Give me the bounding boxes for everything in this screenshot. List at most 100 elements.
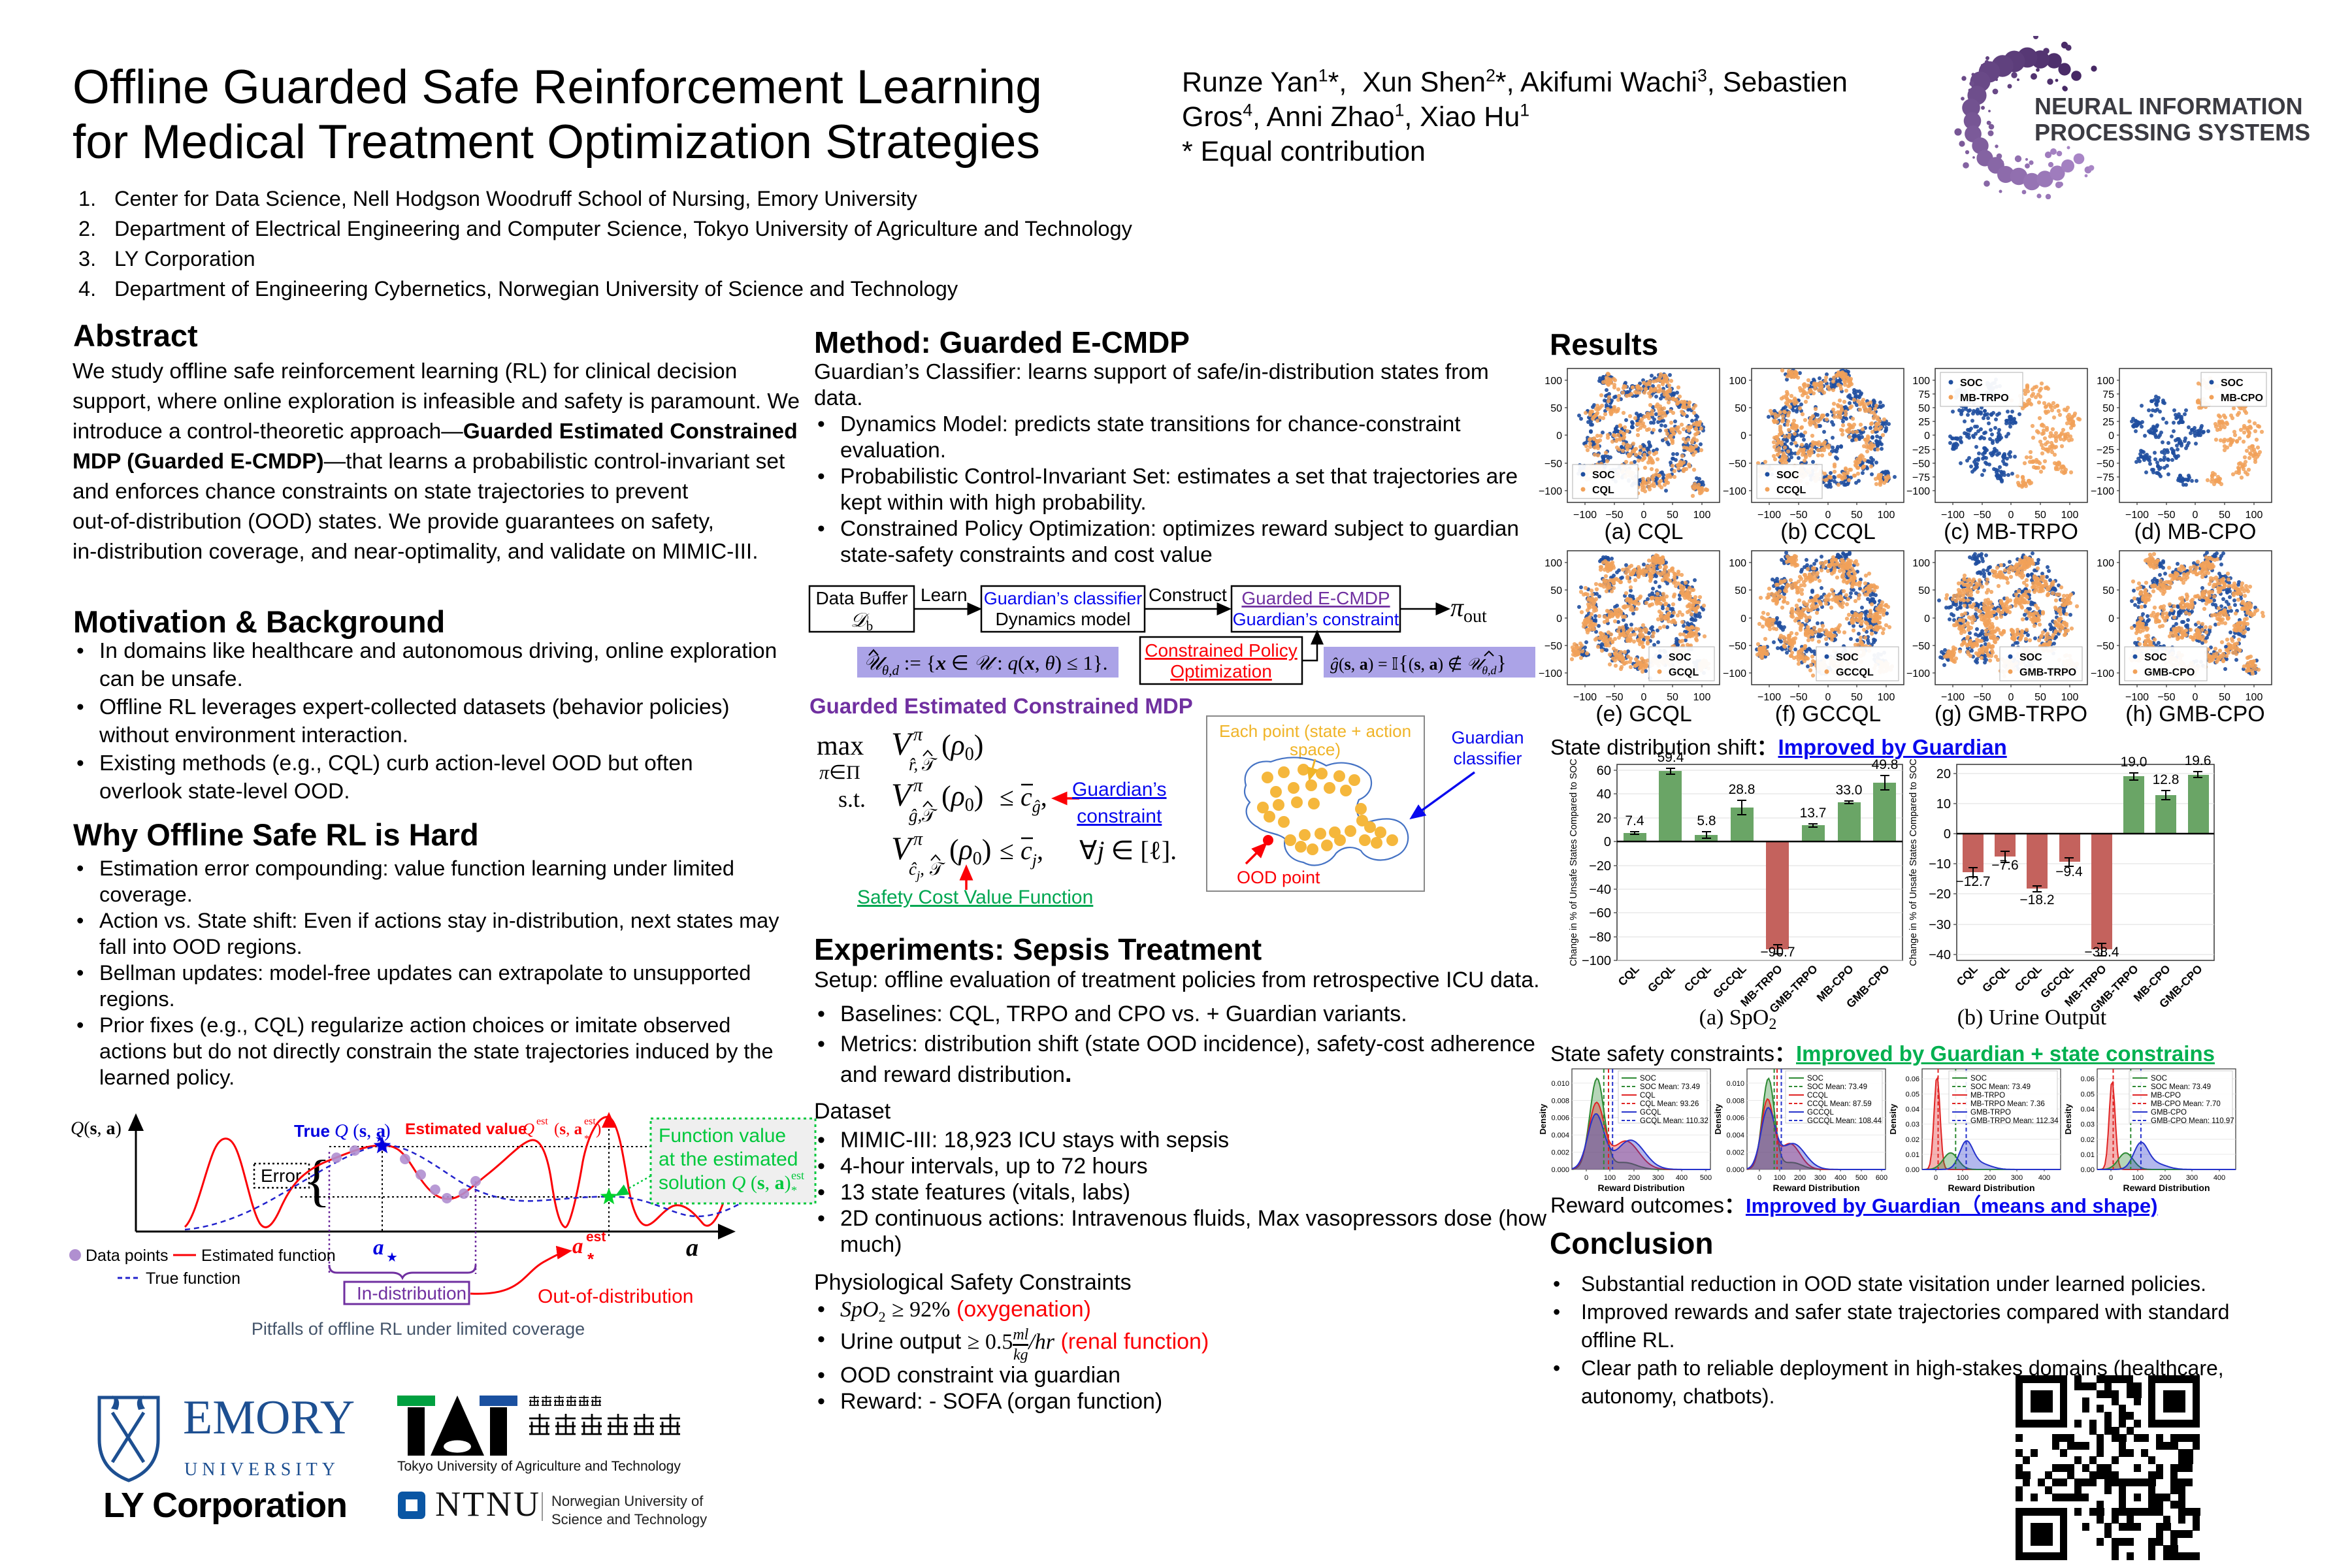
svg-text:Function value: Function value	[659, 1125, 786, 1147]
svg-text:50: 50	[2219, 510, 2230, 521]
svg-text:Q (s, a: Q (s, a	[335, 1120, 386, 1141]
svg-text:Constrained Policy: Constrained Policy	[1145, 640, 1297, 661]
svg-text:Estimated function: Estimated function	[201, 1247, 336, 1265]
svg-text:ĉj,: ĉj,	[909, 859, 924, 883]
svg-text:−75: −75	[1912, 472, 1930, 483]
svg-text:Data Buffer: Data Buffer	[815, 588, 907, 608]
svg-text:−50: −50	[1605, 510, 1623, 521]
svg-text:SOC: SOC	[1960, 378, 1983, 389]
svg-text:75: 75	[2102, 389, 2114, 400]
svg-text:25: 25	[1918, 417, 1930, 428]
svg-text:≤ cj,: ≤ cj,	[1000, 836, 1043, 870]
svg-text:50: 50	[1735, 585, 1746, 596]
svg-text:∀j ∈ [ℓ].: ∀j ∈ [ℓ].	[1079, 836, 1177, 865]
svg-text:Construct: Construct	[1149, 585, 1227, 605]
svg-text:MB-CPO: MB-CPO	[2221, 393, 2263, 404]
svg-text:0: 0	[1924, 431, 1930, 442]
svg-text:EMORY: EMORY	[183, 1391, 355, 1445]
svg-text:SOC: SOC	[2221, 378, 2244, 389]
svg-text:est: est	[536, 1116, 548, 1127]
svg-text:50: 50	[1667, 510, 1678, 521]
svg-text:50: 50	[2034, 510, 2046, 521]
svg-text:GCQL: GCQL	[1669, 667, 1699, 678]
svg-text:100: 100	[1878, 510, 1895, 521]
svg-text:*: *	[587, 1249, 595, 1269]
svg-text:SOC: SOC	[1669, 652, 1691, 663]
svg-text:space): space)	[1290, 740, 1341, 759]
svg-text:Pitfalls of offline RL under l: Pitfalls of offline RL under limited cov…	[252, 1319, 585, 1339]
svg-text:SOC: SOC	[1592, 470, 1615, 481]
svg-text:0: 0	[2193, 510, 2198, 521]
svg-text:Guardian’s constraint: Guardian’s constraint	[1233, 610, 1399, 629]
svg-text:Optimization: Optimization	[1170, 661, 1272, 681]
svg-text:−100: −100	[1573, 510, 1597, 521]
svg-text:0: 0	[2108, 431, 2114, 442]
svg-text:50: 50	[1851, 510, 1863, 521]
svg-text:−25: −25	[2097, 445, 2114, 456]
svg-text:est: est	[791, 1169, 804, 1182]
svg-text:PROCESSING SYSTEMS: PROCESSING SYSTEMS	[2034, 119, 2310, 146]
svg-text:★: ★	[386, 1250, 398, 1265]
svg-text:≤ cĝ,: ≤ cĝ,	[1000, 782, 1047, 816]
svg-text:(d) MB-CPO: (d) MB-CPO	[2134, 519, 2257, 544]
svg-text:π∈Π: π∈Π	[819, 762, 860, 783]
svg-text:75: 75	[1918, 389, 1930, 400]
svg-text:NEURAL INFORMATION: NEURAL INFORMATION	[2034, 93, 2303, 120]
svg-text:−50: −50	[1789, 510, 1807, 521]
svg-text:True function: True function	[146, 1269, 240, 1288]
svg-text:a: a	[373, 1236, 384, 1260]
svg-text:𝒰θ,d := {x ∈ 𝒰 : q(x, θ) ≤ 1: 𝒰θ,d := {x ∈ 𝒰 : q(x, θ) ≤ 1}.	[864, 651, 1108, 678]
svg-text:0: 0	[1740, 613, 1746, 625]
svg-text:−100: −100	[2125, 510, 2149, 521]
svg-text:V: V	[891, 725, 915, 762]
svg-text:★: ★	[375, 1134, 384, 1145]
svg-text:−25: −25	[1912, 445, 1930, 456]
svg-text:*: *	[584, 1134, 589, 1145]
svg-text:0: 0	[1740, 431, 1746, 442]
svg-text:max: max	[817, 731, 864, 761]
svg-text:−100: −100	[1723, 668, 1746, 679]
svg-text:CCQL: CCQL	[1776, 485, 1806, 496]
svg-text:−50: −50	[1729, 459, 1746, 470]
svg-text:100: 100	[1693, 692, 1711, 703]
svg-text:50: 50	[1550, 585, 1562, 596]
svg-text:𝒯: 𝒯	[922, 755, 938, 774]
svg-text:(a) CQL: (a) CQL	[1605, 519, 1684, 544]
svg-text:V: V	[891, 830, 915, 866]
svg-text:at the estimated: at the estimated	[659, 1149, 798, 1170]
svg-text:100: 100	[2246, 510, 2263, 521]
svg-text:−100: −100	[1539, 668, 1562, 679]
svg-text:−50: −50	[1729, 641, 1746, 652]
svg-text:100: 100	[2097, 376, 2114, 387]
svg-text:π: π	[913, 829, 923, 849]
svg-text:100: 100	[1544, 376, 1562, 387]
svg-text:classifier: classifier	[1453, 749, 1522, 768]
svg-text:Out-of-distribution: Out-of-distribution	[538, 1286, 693, 1307]
svg-text:25: 25	[2102, 417, 2114, 428]
svg-text:Q(s, a): Q(s, a)	[71, 1119, 122, 1139]
svg-text:π: π	[913, 776, 923, 796]
svg-text:In-distribution: In-distribution	[357, 1283, 466, 1303]
svg-text:−100: −100	[1757, 510, 1781, 521]
svg-text:100: 100	[1729, 376, 1746, 387]
svg-text:−100: −100	[1941, 510, 1965, 521]
svg-text:100: 100	[1544, 558, 1562, 569]
svg-text:LY Corporation: LY Corporation	[103, 1486, 347, 1525]
svg-text:r̂,: r̂,	[909, 755, 918, 774]
svg-text:a: a	[686, 1234, 698, 1262]
svg-text:0: 0	[1825, 510, 1831, 521]
svg-text:100: 100	[1729, 558, 1746, 569]
svg-text:MB-TRPO: MB-TRPO	[1960, 393, 2009, 404]
svg-text:−100: −100	[1906, 486, 1930, 497]
svg-text:100: 100	[1912, 376, 1930, 387]
svg-text:Guardian: Guardian	[1451, 728, 1524, 747]
svg-text:𝒯: 𝒯	[922, 806, 938, 825]
svg-text:100: 100	[1693, 510, 1711, 521]
svg-text:50: 50	[1735, 403, 1746, 414]
svg-text:est: est	[584, 1116, 596, 1127]
svg-text:Guardian’s classifier: Guardian’s classifier	[984, 589, 1143, 608]
svg-text:V: V	[891, 776, 915, 813]
svg-text:0: 0	[1556, 431, 1562, 442]
svg-text:50: 50	[1918, 403, 1930, 414]
svg-text:True: True	[294, 1121, 330, 1141]
